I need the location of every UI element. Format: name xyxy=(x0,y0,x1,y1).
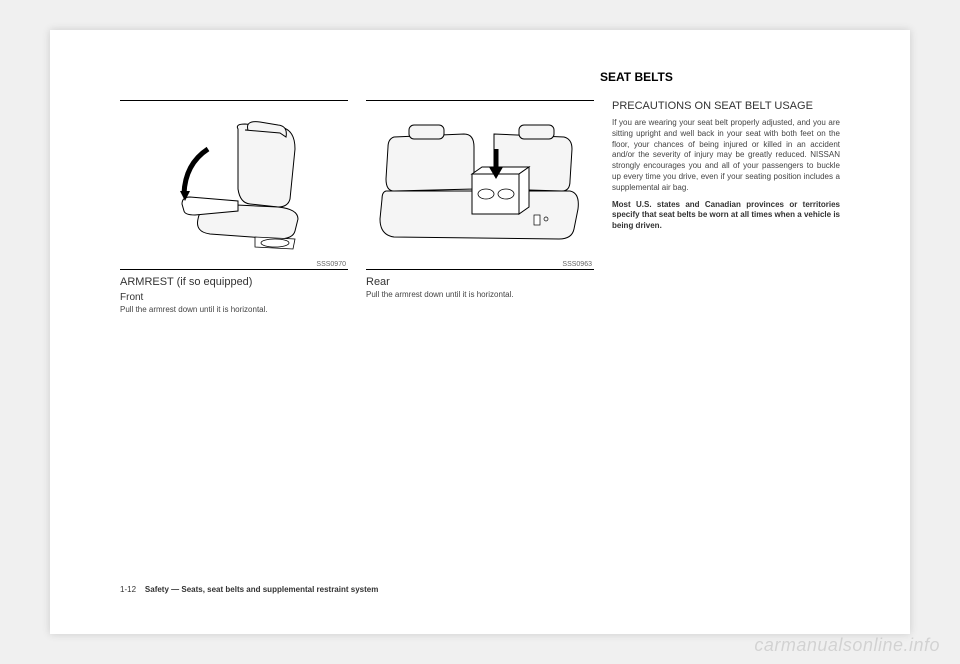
front-seat-illustration xyxy=(160,119,320,259)
subheading-front: Front xyxy=(120,292,348,303)
watermark: carmanualsonline.info xyxy=(754,635,940,656)
heading-armrest: ARMREST (if so equipped) xyxy=(120,276,348,288)
page-footer: 1-12 Safety — Seats, seat belts and supp… xyxy=(120,585,378,594)
page-number: 1-12 xyxy=(120,585,136,594)
chapter-title: Safety — Seats, seat belts and supplemen… xyxy=(145,585,378,594)
figure-label-front: SSS0970 xyxy=(316,261,346,268)
column-seat-belts: PRECAUTIONS ON SEAT BELT USAGE If you ar… xyxy=(612,100,840,316)
body-front: Pull the armrest down until it is horizo… xyxy=(120,305,348,316)
rear-seat-illustration xyxy=(374,119,584,259)
column-rear-armrest: SSS0963 Rear Pull the armrest down until… xyxy=(366,100,594,316)
column-front-armrest: SSS0970 ARMREST (if so equipped) Front P… xyxy=(120,100,348,316)
content-columns: SSS0970 ARMREST (if so equipped) Front P… xyxy=(120,100,840,316)
body-precautions: If you are wearing your seat belt proper… xyxy=(612,118,840,194)
heading-precautions: PRECAUTIONS ON SEAT BELT USAGE xyxy=(612,100,840,112)
section-title: SEAT BELTS xyxy=(600,70,673,84)
body-rear: Pull the armrest down until it is horizo… xyxy=(366,290,594,301)
body-precautions-bold: Most U.S. states and Canadian provinces … xyxy=(612,200,840,232)
figure-label-rear: SSS0963 xyxy=(562,261,592,268)
manual-page: SEAT BELTS xyxy=(50,30,910,634)
figure-rear-seat: SSS0963 xyxy=(366,100,594,270)
figure-front-seat: SSS0970 xyxy=(120,100,348,270)
subheading-rear: Rear xyxy=(366,276,594,288)
